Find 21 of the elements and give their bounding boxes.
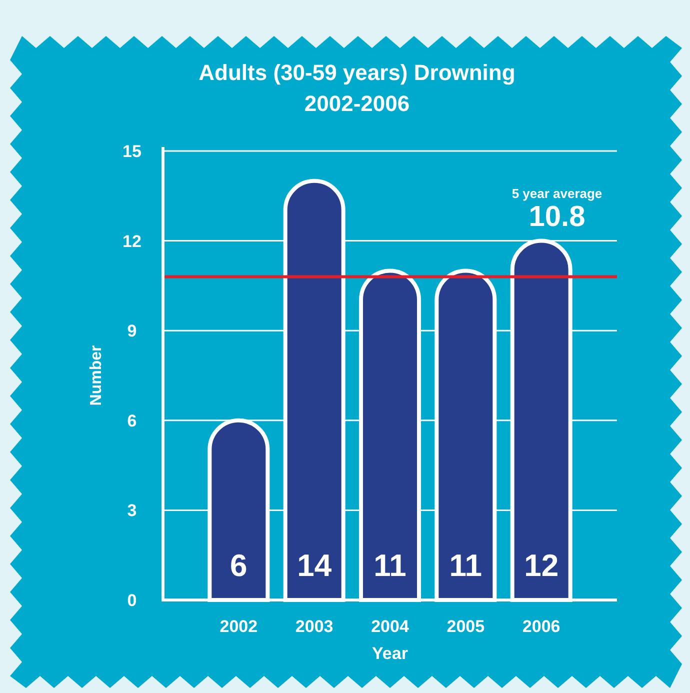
y-tick-label: 9 bbox=[127, 322, 137, 341]
annotation: 10.8 bbox=[528, 201, 586, 233]
x-tick-label: 2005 bbox=[446, 617, 485, 636]
y-tick-label: 3 bbox=[127, 501, 137, 520]
chart-title: Adults (30-59 years) Drowning 2002-2006 bbox=[198, 60, 516, 116]
data-label: 11 bbox=[449, 548, 482, 583]
y-tick-label: 12 bbox=[122, 232, 142, 251]
x-tick-label: 2003 bbox=[295, 617, 334, 636]
data-label: 12 bbox=[524, 548, 559, 583]
x-tick-label: 2004 bbox=[371, 617, 410, 636]
y-tick-label: 0 bbox=[127, 590, 137, 610]
x-axis-title: Year bbox=[372, 644, 408, 663]
data-label: 6 bbox=[230, 548, 248, 583]
annotation: 5 year average bbox=[512, 186, 602, 201]
x-tick-label: 2002 bbox=[220, 617, 258, 636]
data-label: 14 bbox=[297, 548, 332, 583]
y-tick-label: 6 bbox=[127, 411, 137, 430]
y-axis-title: Number bbox=[88, 345, 105, 406]
x-tick-label: 2006 bbox=[522, 617, 560, 636]
y-tick-label: 15 bbox=[122, 142, 142, 161]
data-label: 11 bbox=[374, 548, 406, 583]
